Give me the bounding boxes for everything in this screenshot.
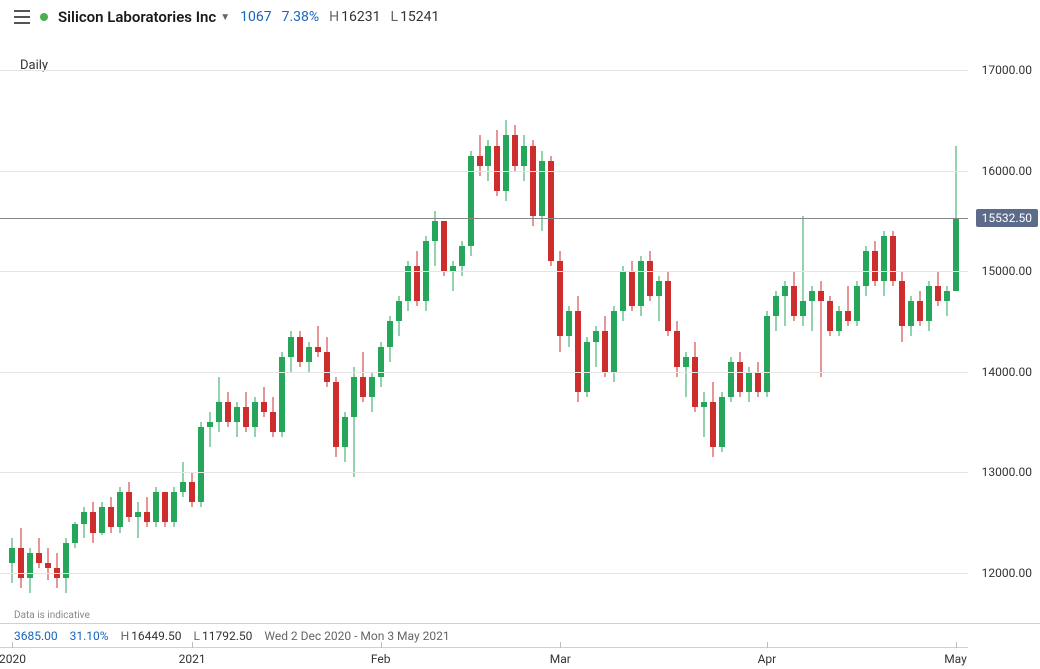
grid-line: [0, 271, 968, 272]
x-tick-label: 2020: [0, 652, 26, 666]
x-tick-label: Mar: [550, 652, 571, 666]
y-tick-label: 12000.00: [978, 566, 1032, 580]
grid-line: [0, 372, 968, 373]
x-tick-label: Feb: [371, 652, 391, 666]
x-tick-mark: [956, 642, 957, 648]
x-tick-mark: [12, 642, 13, 648]
y-tick-label: 17000.00: [978, 63, 1032, 77]
chart-area[interactable]: 12000.00 13000.00 14000.00 15000.00 16000.00…: [0, 50, 1040, 623]
x-axis: 2020 2021 Feb Mar Apr May: [0, 623, 1040, 669]
y-tick-label: 14000.00: [978, 365, 1032, 379]
chevron-down-icon: ▼: [220, 12, 230, 23]
x-tick-label: Apr: [758, 652, 777, 666]
price-change-pct: 7.38%: [282, 9, 320, 25]
chart-header: Silicon Laboratories Inc ▼ 1067 7.38% H1…: [0, 0, 1040, 34]
y-tick-label: 13000.00: [978, 465, 1032, 479]
candlestick-plot[interactable]: [0, 50, 968, 623]
x-tick-mark: [560, 642, 561, 648]
current-price-line: [0, 218, 968, 219]
current-price-badge: 15532.50: [976, 209, 1038, 227]
grid-line: [0, 573, 968, 574]
x-tick-label: 2021: [179, 652, 206, 666]
disclaimer-text: Data is indicative: [14, 610, 90, 621]
x-tick-label: May: [944, 652, 967, 666]
price-change-abs: 1067: [240, 9, 271, 25]
status-dot-icon: [40, 13, 48, 21]
x-tick-mark: [192, 642, 193, 648]
grid-line: [0, 472, 968, 473]
symbol-title: Silicon Laboratories Inc: [58, 8, 216, 26]
menu-icon[interactable]: [14, 10, 30, 24]
grid-line: [0, 171, 968, 172]
session-high: H16231: [329, 9, 380, 25]
x-tick-mark: [767, 642, 768, 648]
grid-line: [0, 70, 968, 71]
session-low: L15241: [391, 9, 440, 25]
x-tick-mark: [381, 642, 382, 648]
y-tick-label: 16000.00: [978, 164, 1032, 178]
y-tick-label: 15000.00: [978, 264, 1032, 278]
symbol-selector[interactable]: Silicon Laboratories Inc ▼: [58, 8, 230, 26]
